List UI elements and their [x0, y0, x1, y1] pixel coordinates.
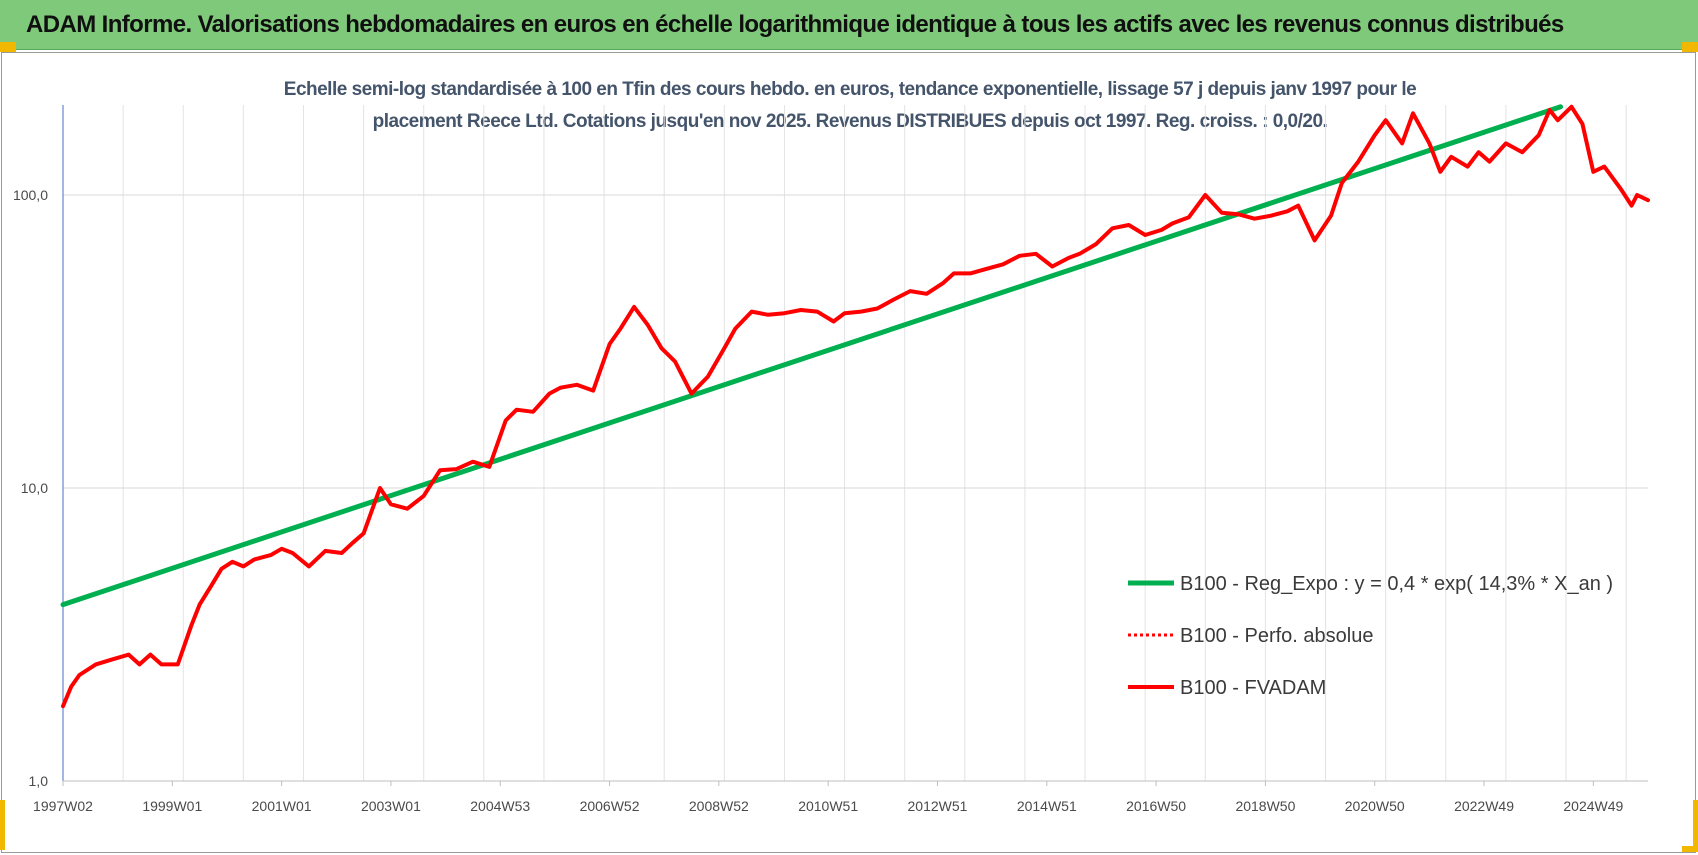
- x-tick-label: 2008W52: [689, 798, 749, 814]
- x-tick-label: 2024W49: [1563, 798, 1623, 814]
- x-tick-label: 2001W01: [252, 798, 312, 814]
- y-tick-label: 100,0: [13, 187, 48, 203]
- legend: B100 - Reg_Expo : y = 0,4 * exp( 14,3% *…: [1128, 573, 1613, 699]
- chart-frame: [1, 52, 1696, 853]
- series-lines: [60, 104, 1650, 709]
- x-tick-label: 2004W53: [470, 798, 530, 814]
- x-tick-label: 2012W51: [908, 798, 968, 814]
- x-tick-label: 1999W01: [142, 798, 202, 814]
- x-tick-label: 2016W50: [1126, 798, 1186, 814]
- x-tick-label: 2006W52: [580, 798, 640, 814]
- tick-labels: 1,0 10,0 100,0 1997W02 1999W01 2001W01 2003W01…: [13, 187, 1624, 814]
- banner-title: ADAM Informe. Valorisations hebdomadaire…: [26, 10, 1564, 38]
- corner-mark-bottom-left: [0, 800, 5, 850]
- x-tick-label: 2003W01: [361, 798, 421, 814]
- y-tick-label: 1,0: [29, 773, 49, 789]
- chart-subtitle-line-2: placement Reece Ltd. Cotations jusqu'en …: [372, 111, 1328, 132]
- legend-label: B100 - Reg_Expo : y = 0,4 * exp( 14,3% *…: [1180, 573, 1613, 595]
- legend-label: B100 - FVADAM: [1180, 677, 1326, 699]
- title-banner: ADAM Informe. Valorisations hebdomadaire…: [0, 0, 1698, 50]
- fvadam-line: [61, 104, 1650, 709]
- x-tick-label: 1997W02: [33, 798, 93, 814]
- corner-mark-bottom-right: [1693, 800, 1698, 850]
- y-tick-label: 10,0: [21, 480, 48, 496]
- chart-subtitle-line-1: Echelle semi-log standardisée à 100 en T…: [283, 79, 1417, 100]
- chart-subtitle: Echelle semi-log standardisée à 100 en T…: [180, 74, 1520, 138]
- x-tick-label: 2018W50: [1235, 798, 1295, 814]
- x-tick-label: 2020W50: [1345, 798, 1405, 814]
- corner-mark-top-right: [1682, 42, 1698, 52]
- corner-mark-top-left: [0, 42, 16, 52]
- corner-mark-bottom-right-foot: [1682, 846, 1698, 852]
- x-tick-label: 2010W51: [798, 798, 858, 814]
- x-tick-label: 2014W51: [1017, 798, 1077, 814]
- regression-line: [60, 104, 1564, 608]
- axes: [62, 105, 1648, 786]
- x-tick-label: 2022W49: [1454, 798, 1514, 814]
- legend-label: B100 - Perfo. absolue: [1180, 625, 1373, 647]
- gridlines: [62, 105, 1648, 782]
